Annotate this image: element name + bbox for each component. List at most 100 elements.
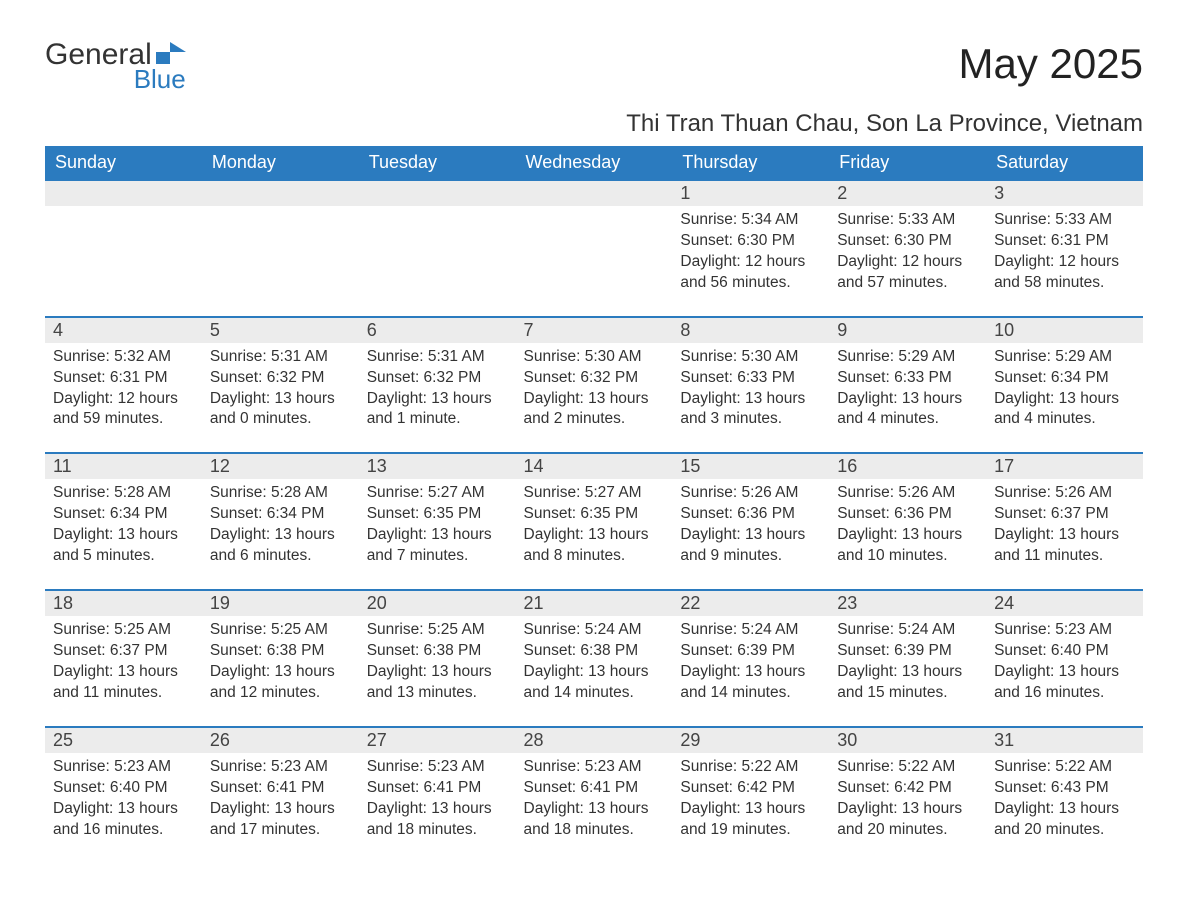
day-line: Sunrise: 5:33 AM — [837, 210, 978, 231]
day-line: Sunset: 6:34 PM — [994, 368, 1135, 389]
day-line: Sunrise: 5:29 AM — [837, 347, 978, 368]
day-line: Sunset: 6:32 PM — [210, 368, 351, 389]
day-line: Sunset: 6:32 PM — [524, 368, 665, 389]
page-title: May 2025 — [959, 40, 1143, 88]
day-number: 19 — [202, 591, 359, 616]
day-number: 30 — [829, 728, 986, 753]
day-number: 25 — [45, 728, 202, 753]
calendar-day-cell: 3Sunrise: 5:33 AMSunset: 6:31 PMDaylight… — [986, 180, 1143, 317]
day-number — [516, 181, 673, 206]
calendar-day-cell — [202, 180, 359, 317]
day-number: 29 — [672, 728, 829, 753]
calendar-day-cell: 2Sunrise: 5:33 AMSunset: 6:30 PMDaylight… — [829, 180, 986, 317]
day-line: Daylight: 13 hours and 13 minutes. — [367, 662, 508, 704]
day-line: Sunrise: 5:23 AM — [524, 757, 665, 778]
calendar-day-cell: 7Sunrise: 5:30 AMSunset: 6:32 PMDaylight… — [516, 317, 673, 454]
day-line: Daylight: 13 hours and 2 minutes. — [524, 389, 665, 431]
day-line: Sunrise: 5:26 AM — [837, 483, 978, 504]
day-line: Daylight: 13 hours and 20 minutes. — [994, 799, 1135, 841]
day-line: Sunrise: 5:25 AM — [210, 620, 351, 641]
day-line: Daylight: 13 hours and 8 minutes. — [524, 525, 665, 567]
day-number: 11 — [45, 454, 202, 479]
day-number: 2 — [829, 181, 986, 206]
day-line: Sunset: 6:31 PM — [994, 231, 1135, 252]
weekday-header: Saturday — [986, 146, 1143, 180]
day-line: Sunrise: 5:23 AM — [367, 757, 508, 778]
day-line: Sunrise: 5:33 AM — [994, 210, 1135, 231]
day-body: Sunrise: 5:26 AMSunset: 6:36 PMDaylight:… — [829, 479, 986, 589]
day-line: Daylight: 13 hours and 3 minutes. — [680, 389, 821, 431]
day-line: Sunrise: 5:27 AM — [367, 483, 508, 504]
location-subtitle: Thi Tran Thuan Chau, Son La Province, Vi… — [45, 110, 1143, 138]
day-body: Sunrise: 5:26 AMSunset: 6:36 PMDaylight:… — [672, 479, 829, 589]
day-line: Sunset: 6:35 PM — [524, 504, 665, 525]
calendar-day-cell — [45, 180, 202, 317]
weekday-header: Wednesday — [516, 146, 673, 180]
day-line: Sunrise: 5:24 AM — [837, 620, 978, 641]
day-line: Sunset: 6:33 PM — [680, 368, 821, 389]
day-line: Sunset: 6:37 PM — [53, 641, 194, 662]
day-line: Sunset: 6:35 PM — [367, 504, 508, 525]
day-line: Sunset: 6:42 PM — [680, 778, 821, 799]
day-body — [516, 206, 673, 306]
day-line: Sunrise: 5:28 AM — [210, 483, 351, 504]
day-line: Daylight: 13 hours and 7 minutes. — [367, 525, 508, 567]
calendar-day-cell: 27Sunrise: 5:23 AMSunset: 6:41 PMDayligh… — [359, 727, 516, 863]
day-body: Sunrise: 5:23 AMSunset: 6:41 PMDaylight:… — [359, 753, 516, 863]
calendar-table: Sunday Monday Tuesday Wednesday Thursday… — [45, 146, 1143, 862]
day-number: 14 — [516, 454, 673, 479]
day-number: 6 — [359, 318, 516, 343]
calendar-week-row: 1Sunrise: 5:34 AMSunset: 6:30 PMDaylight… — [45, 180, 1143, 317]
day-number: 26 — [202, 728, 359, 753]
day-line: Sunset: 6:38 PM — [524, 641, 665, 662]
day-body — [45, 206, 202, 306]
calendar-day-cell: 18Sunrise: 5:25 AMSunset: 6:37 PMDayligh… — [45, 590, 202, 727]
day-body: Sunrise: 5:23 AMSunset: 6:40 PMDaylight:… — [986, 616, 1143, 726]
day-body: Sunrise: 5:33 AMSunset: 6:31 PMDaylight:… — [986, 206, 1143, 316]
day-line: Sunset: 6:30 PM — [680, 231, 821, 252]
day-number: 16 — [829, 454, 986, 479]
day-body: Sunrise: 5:27 AMSunset: 6:35 PMDaylight:… — [359, 479, 516, 589]
calendar-day-cell: 4Sunrise: 5:32 AMSunset: 6:31 PMDaylight… — [45, 317, 202, 454]
day-number: 21 — [516, 591, 673, 616]
day-line: Daylight: 13 hours and 9 minutes. — [680, 525, 821, 567]
day-line: Daylight: 13 hours and 0 minutes. — [210, 389, 351, 431]
calendar-day-cell: 26Sunrise: 5:23 AMSunset: 6:41 PMDayligh… — [202, 727, 359, 863]
day-line: Sunrise: 5:24 AM — [680, 620, 821, 641]
calendar-week-row: 18Sunrise: 5:25 AMSunset: 6:37 PMDayligh… — [45, 590, 1143, 727]
day-body: Sunrise: 5:23 AMSunset: 6:40 PMDaylight:… — [45, 753, 202, 863]
calendar-day-cell: 21Sunrise: 5:24 AMSunset: 6:38 PMDayligh… — [516, 590, 673, 727]
day-line: Sunrise: 5:30 AM — [680, 347, 821, 368]
weekday-header-row: Sunday Monday Tuesday Wednesday Thursday… — [45, 146, 1143, 180]
day-line: Sunset: 6:38 PM — [210, 641, 351, 662]
calendar-day-cell: 13Sunrise: 5:27 AMSunset: 6:35 PMDayligh… — [359, 453, 516, 590]
calendar-day-cell: 31Sunrise: 5:22 AMSunset: 6:43 PMDayligh… — [986, 727, 1143, 863]
day-line: Daylight: 13 hours and 18 minutes. — [367, 799, 508, 841]
day-body: Sunrise: 5:31 AMSunset: 6:32 PMDaylight:… — [359, 343, 516, 453]
calendar-day-cell: 30Sunrise: 5:22 AMSunset: 6:42 PMDayligh… — [829, 727, 986, 863]
day-line: Sunrise: 5:31 AM — [210, 347, 351, 368]
day-body: Sunrise: 5:34 AMSunset: 6:30 PMDaylight:… — [672, 206, 829, 316]
day-body: Sunrise: 5:22 AMSunset: 6:42 PMDaylight:… — [829, 753, 986, 863]
weekday-header: Monday — [202, 146, 359, 180]
calendar-day-cell: 10Sunrise: 5:29 AMSunset: 6:34 PMDayligh… — [986, 317, 1143, 454]
day-line: Sunrise: 5:24 AM — [524, 620, 665, 641]
day-line: Daylight: 13 hours and 1 minute. — [367, 389, 508, 431]
calendar-day-cell — [516, 180, 673, 317]
day-line: Daylight: 13 hours and 4 minutes. — [994, 389, 1135, 431]
day-body: Sunrise: 5:29 AMSunset: 6:33 PMDaylight:… — [829, 343, 986, 453]
day-line: Daylight: 13 hours and 11 minutes. — [53, 662, 194, 704]
day-line: Daylight: 13 hours and 16 minutes. — [53, 799, 194, 841]
calendar-day-cell: 28Sunrise: 5:23 AMSunset: 6:41 PMDayligh… — [516, 727, 673, 863]
day-line: Daylight: 13 hours and 4 minutes. — [837, 389, 978, 431]
day-line: Sunrise: 5:23 AM — [994, 620, 1135, 641]
day-line: Sunrise: 5:31 AM — [367, 347, 508, 368]
weekday-header: Sunday — [45, 146, 202, 180]
calendar-day-cell: 15Sunrise: 5:26 AMSunset: 6:36 PMDayligh… — [672, 453, 829, 590]
day-number: 23 — [829, 591, 986, 616]
day-body: Sunrise: 5:24 AMSunset: 6:39 PMDaylight:… — [672, 616, 829, 726]
day-line: Sunrise: 5:29 AM — [994, 347, 1135, 368]
day-body: Sunrise: 5:28 AMSunset: 6:34 PMDaylight:… — [202, 479, 359, 589]
day-body — [359, 206, 516, 306]
day-body: Sunrise: 5:33 AMSunset: 6:30 PMDaylight:… — [829, 206, 986, 316]
